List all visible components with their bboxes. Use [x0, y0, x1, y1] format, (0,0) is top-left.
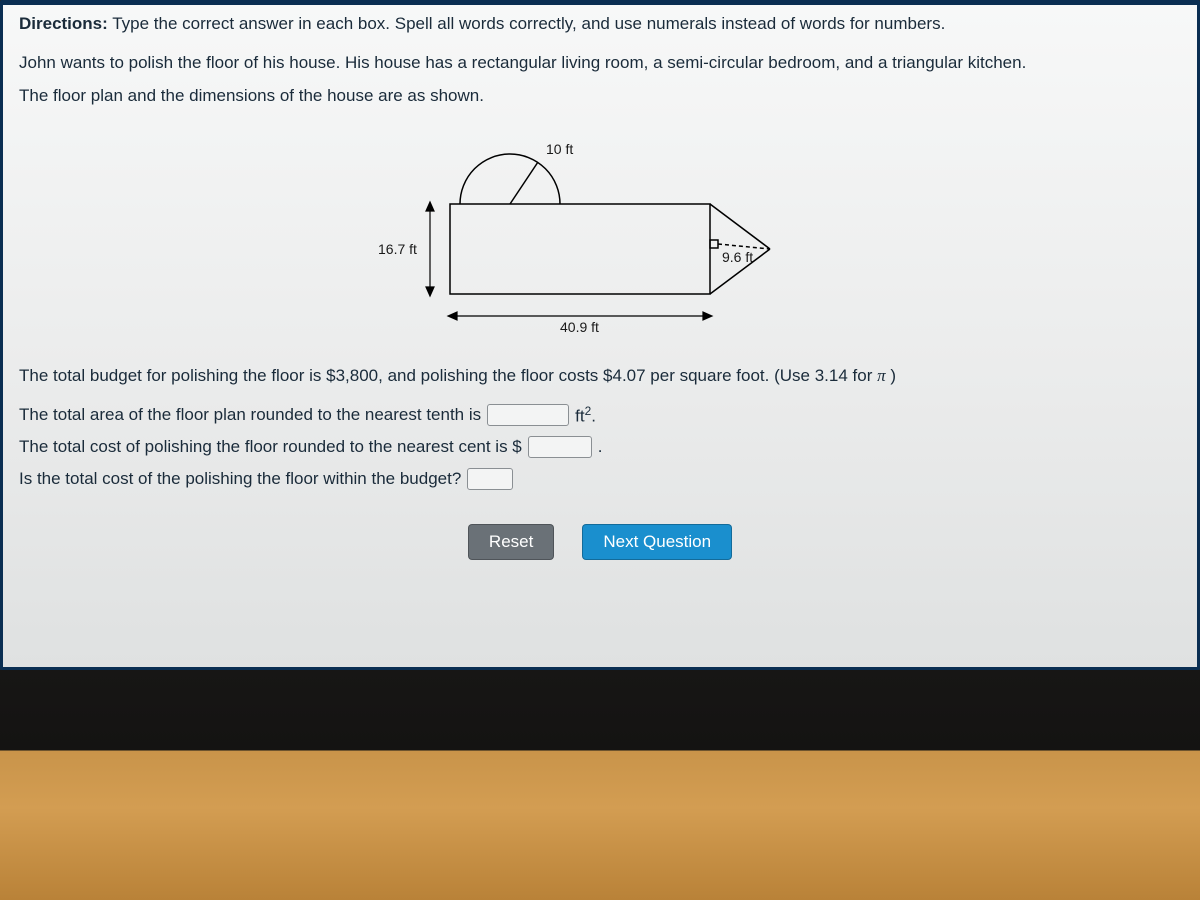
next-question-button[interactable]: Next Question — [582, 524, 732, 560]
budget-prefix: The total budget for polishing the floor… — [19, 366, 877, 385]
directions-block: Directions: Type the correct answer in e… — [19, 13, 1181, 36]
button-row: Reset Next Question — [19, 524, 1181, 560]
reset-button[interactable]: Reset — [468, 524, 554, 560]
directions-text: Type the correct answer in each box. Spe… — [112, 14, 945, 33]
problem-paragraph-1: John wants to polish the floor of his ho… — [19, 52, 1181, 75]
cost-input[interactable] — [528, 436, 592, 458]
label-triangle-side: 9.6 ft — [722, 249, 753, 265]
within-budget-input[interactable] — [467, 468, 513, 490]
q1-before: The total area of the floor plan rounded… — [19, 405, 481, 425]
problem-paragraph-2: The floor plan and the dimensions of the… — [19, 85, 1181, 108]
budget-line: The total budget for polishing the floor… — [19, 366, 1181, 386]
budget-suffix: ) — [886, 366, 896, 385]
question-screen: Directions: Type the correct answer in e… — [0, 0, 1200, 670]
q1-unit: ft2. — [575, 404, 596, 427]
area-input[interactable] — [487, 404, 569, 426]
label-semicircle-radius: 10 ft — [546, 141, 573, 157]
question-1: The total area of the floor plan rounded… — [19, 404, 1181, 427]
question-2: The total cost of polishing the floor ro… — [19, 436, 1181, 458]
directions-label: Directions: — [19, 14, 108, 33]
question-3: Is the total cost of the polishing the f… — [19, 468, 1181, 490]
floor-plan-svg: 10 ft 16.7 ft 40.9 ft 9.6 ft — [360, 114, 840, 344]
pi-symbol: π — [877, 366, 886, 385]
q3-text: Is the total cost of the polishing the f… — [19, 469, 461, 489]
q2-before: The total cost of polishing the floor ro… — [19, 437, 522, 457]
label-rect-height: 16.7 ft — [378, 241, 417, 257]
floor-plan-diagram: 10 ft 16.7 ft 40.9 ft 9.6 ft — [19, 114, 1181, 344]
q2-after: . — [598, 437, 603, 457]
label-rect-width: 40.9 ft — [560, 319, 599, 335]
desk-surface — [0, 670, 1200, 900]
